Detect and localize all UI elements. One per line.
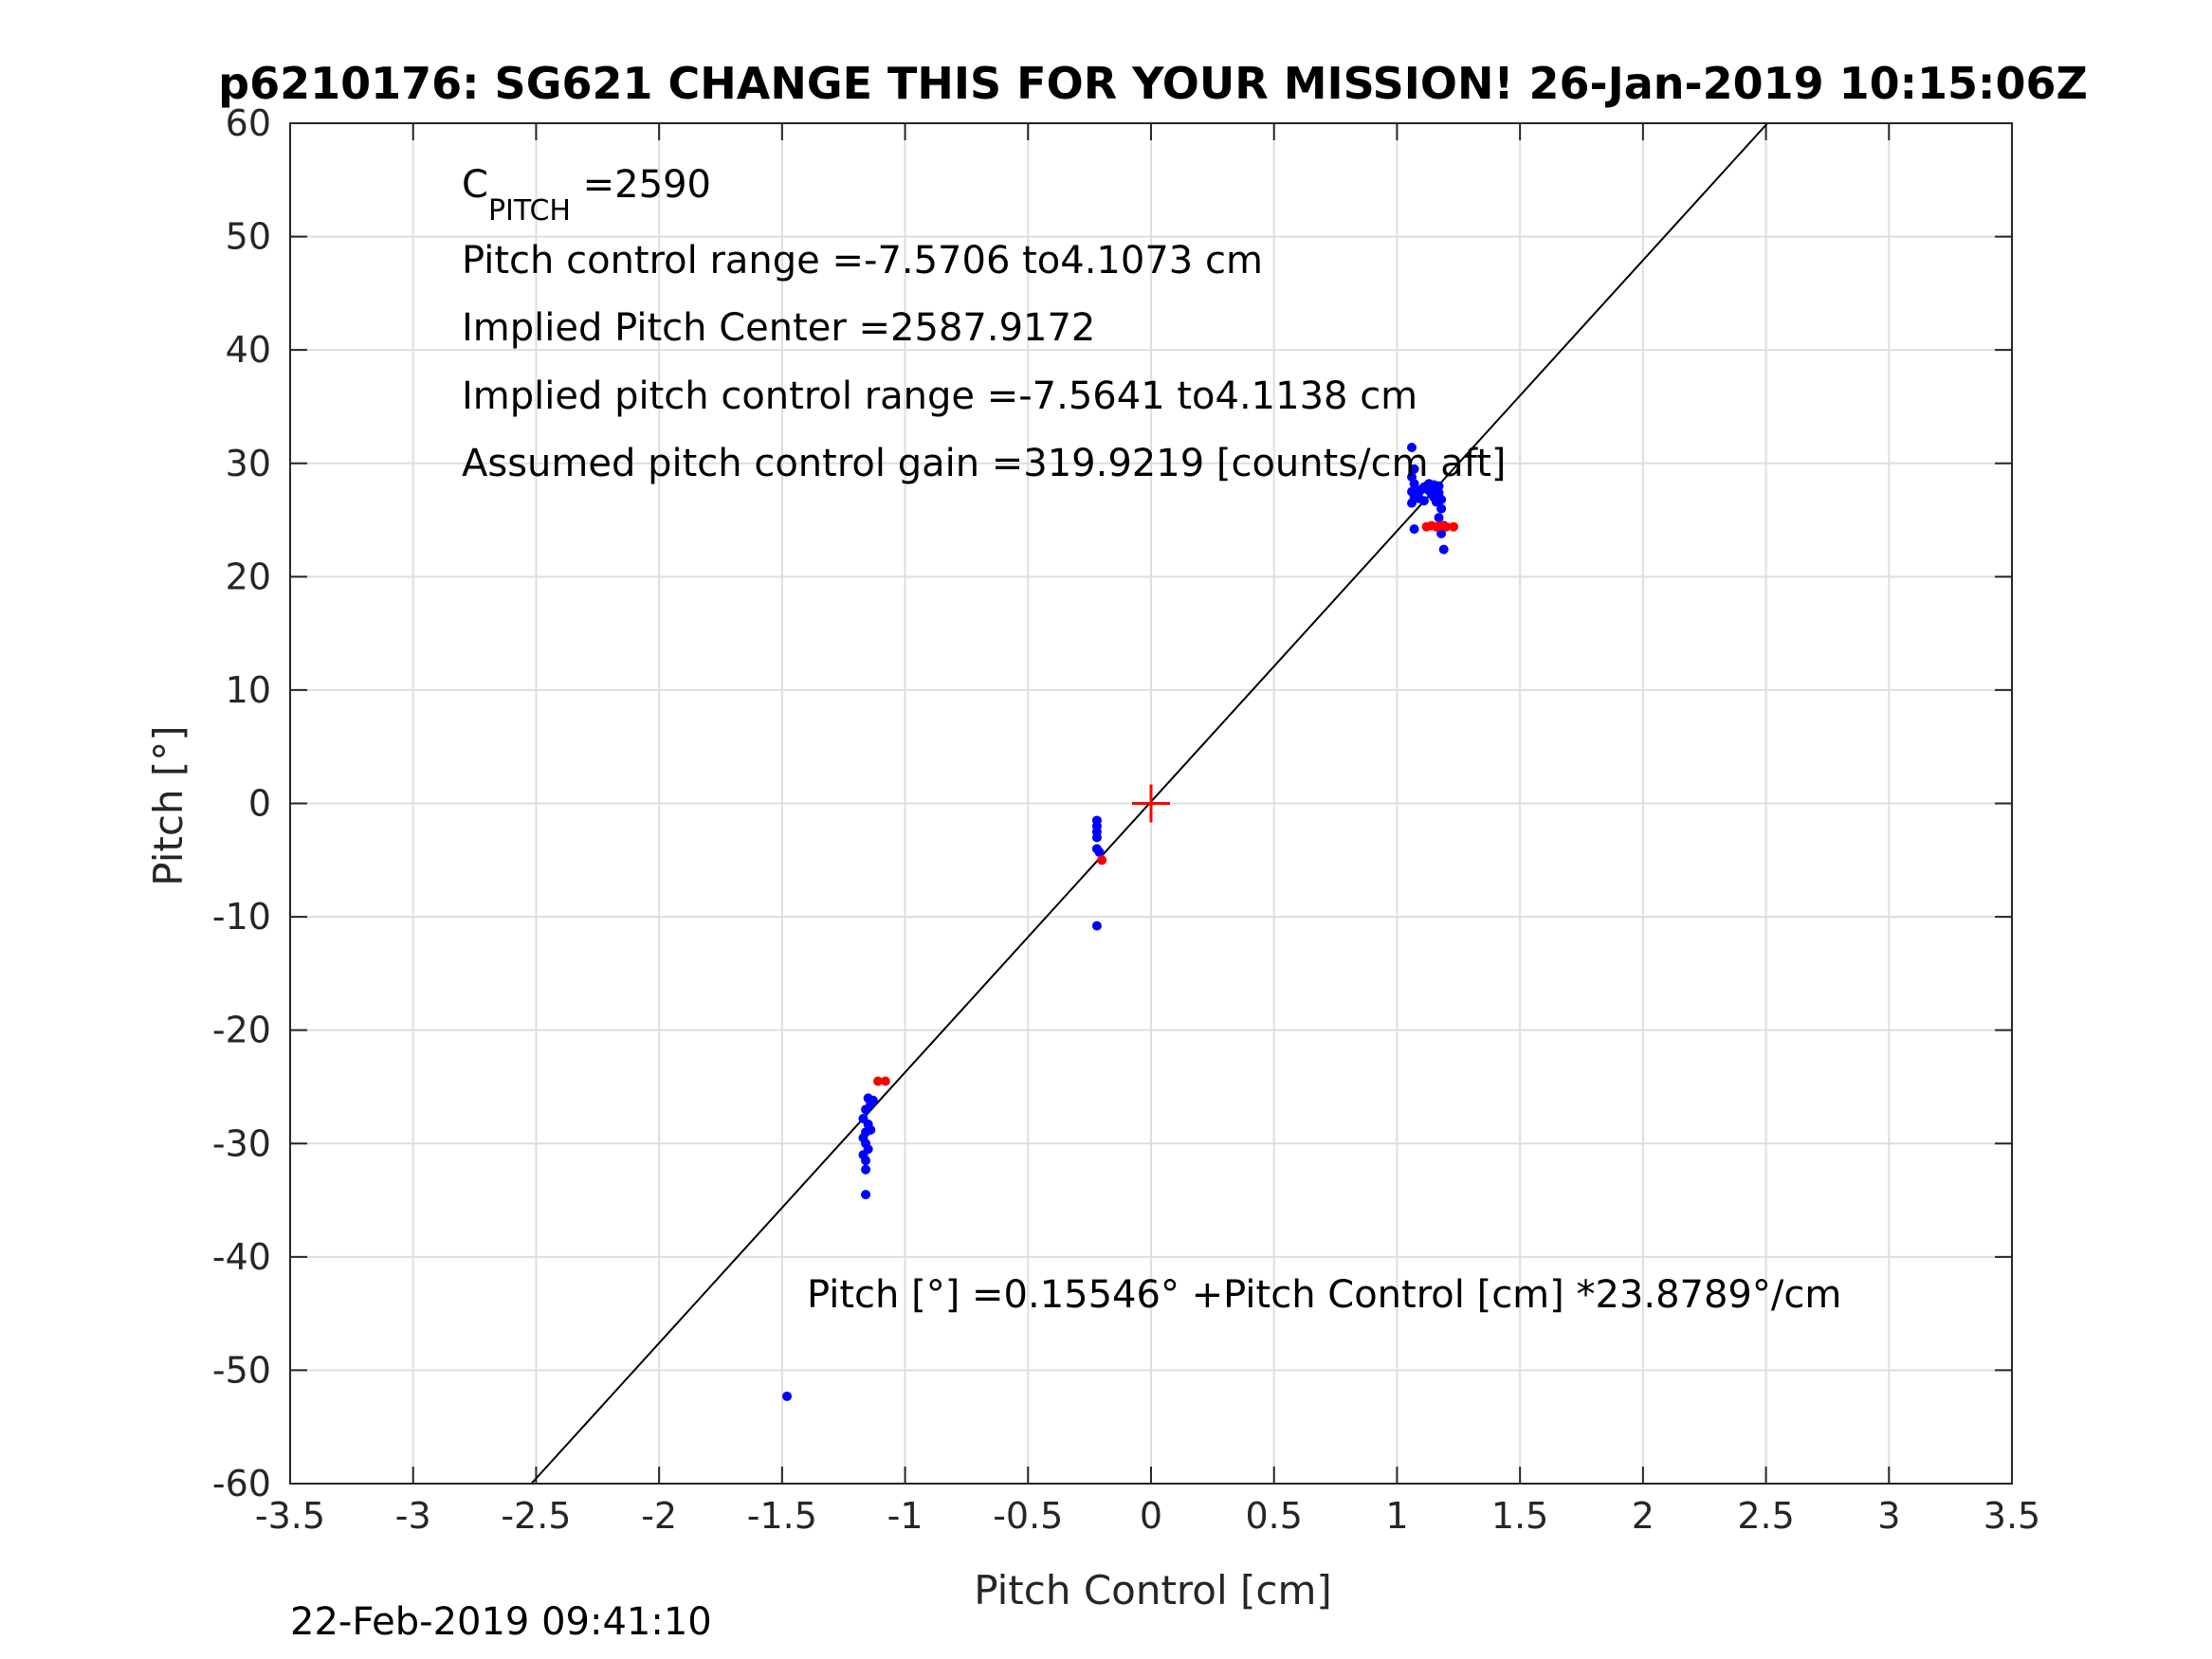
x-tick-label: -2.5: [501, 1495, 571, 1537]
y-tick-label: 60: [226, 102, 271, 144]
data-points: [782, 443, 1459, 1401]
y-tick-label: -40: [212, 1236, 271, 1278]
x-tick-label: -2: [641, 1495, 677, 1537]
data-point: [1091, 921, 1102, 931]
data-point: [861, 1190, 871, 1200]
y-tick-label: -10: [212, 896, 271, 938]
x-tick-label: 3.5: [1983, 1495, 2040, 1537]
y-tick-label: 40: [226, 329, 271, 371]
x-tick-label: -1: [887, 1495, 923, 1537]
cpitch-annotation: CPITCH =2590: [462, 163, 711, 228]
data-point: [861, 1164, 871, 1175]
implied-center-annotation: Implied Pitch Center =2587.9172: [462, 306, 1095, 350]
grid-lines: [289, 122, 2013, 1485]
data-point: [868, 1095, 878, 1105]
data-point: [1406, 498, 1417, 508]
data-point: [1097, 855, 1107, 866]
data-point: [1409, 479, 1419, 489]
cpitch-value: =2590: [571, 163, 711, 207]
cpitch-subscript: PITCH: [488, 194, 571, 228]
data-point: [1436, 503, 1447, 514]
y-tick-label: -60: [212, 1463, 271, 1504]
data-point: [1436, 495, 1447, 505]
x-tick-label: 0.5: [1245, 1495, 1302, 1537]
y-tick-label: 30: [226, 443, 271, 484]
data-point: [1436, 528, 1447, 538]
center-marker-group: [1132, 784, 1170, 823]
pitch-range-annotation: Pitch control range =-7.5706 to4.1073 cm: [462, 239, 1263, 283]
fit-equation-annotation: Pitch [°] =0.15546° +Pitch Control [cm] …: [807, 1273, 1841, 1317]
y-tick-label: 50: [226, 216, 271, 258]
data-point: [873, 1076, 884, 1086]
data-point: [1424, 479, 1435, 489]
footer-timestamp: 22-Feb-2019 09:41:10: [290, 1600, 712, 1644]
data-point: [1409, 524, 1419, 535]
x-tick-label: 0: [1140, 1495, 1162, 1537]
x-tick-label: 2.5: [1737, 1495, 1794, 1537]
data-point: [782, 1391, 793, 1401]
x-axis-label: Pitch Control [cm]: [974, 1567, 1332, 1613]
y-tick-label: 0: [248, 783, 271, 825]
data-point: [1449, 521, 1459, 532]
data-point: [1418, 496, 1429, 506]
data-point: [880, 1076, 890, 1086]
y-axis-label: Pitch [°]: [145, 725, 192, 885]
data-point: [1409, 464, 1419, 474]
data-point: [1434, 513, 1444, 523]
x-tick-label: 1: [1385, 1495, 1408, 1537]
data-point: [1441, 521, 1452, 532]
gain-annotation: Assumed pitch control gain =319.9219 [co…: [462, 442, 1506, 485]
y-tick-label: -30: [212, 1122, 271, 1164]
y-tick-label: 10: [226, 669, 271, 711]
axes-box: [289, 122, 2013, 1485]
data-point: [1434, 481, 1444, 491]
data-point: [866, 1124, 876, 1135]
cpitch-symbol: C: [462, 163, 488, 207]
data-point: [1438, 544, 1449, 555]
y-tick-label: -20: [212, 1010, 271, 1051]
data-point: [861, 1156, 871, 1166]
y-tick-label: 20: [226, 556, 271, 597]
y-tick-label: -50: [212, 1349, 271, 1391]
tick-labels: -3.5 -3 -2.5 -2 -1.5 -1 -0.5 0 0.5 1 1.5 2 2.5 3 3.5 -6…: [212, 102, 2040, 1537]
x-tick-label: -1.5: [747, 1495, 817, 1537]
x-tick-label: 2: [1632, 1495, 1654, 1537]
x-tick-label: -3: [395, 1495, 431, 1537]
x-tick-label: -0.5: [993, 1495, 1063, 1537]
data-point: [1406, 443, 1417, 453]
implied-range-annotation: Implied pitch control range =-7.5641 to4…: [462, 374, 1417, 418]
data-point: [1094, 847, 1105, 857]
x-tick-label: 1.5: [1491, 1495, 1548, 1537]
data-point: [861, 1104, 871, 1115]
x-tick-label: -3.5: [255, 1495, 325, 1537]
chart-title: p6210176: SG621 CHANGE THIS FOR YOUR MIS…: [218, 58, 2088, 109]
data-point: [1091, 832, 1102, 843]
x-tick-label: 3: [1877, 1495, 1900, 1537]
